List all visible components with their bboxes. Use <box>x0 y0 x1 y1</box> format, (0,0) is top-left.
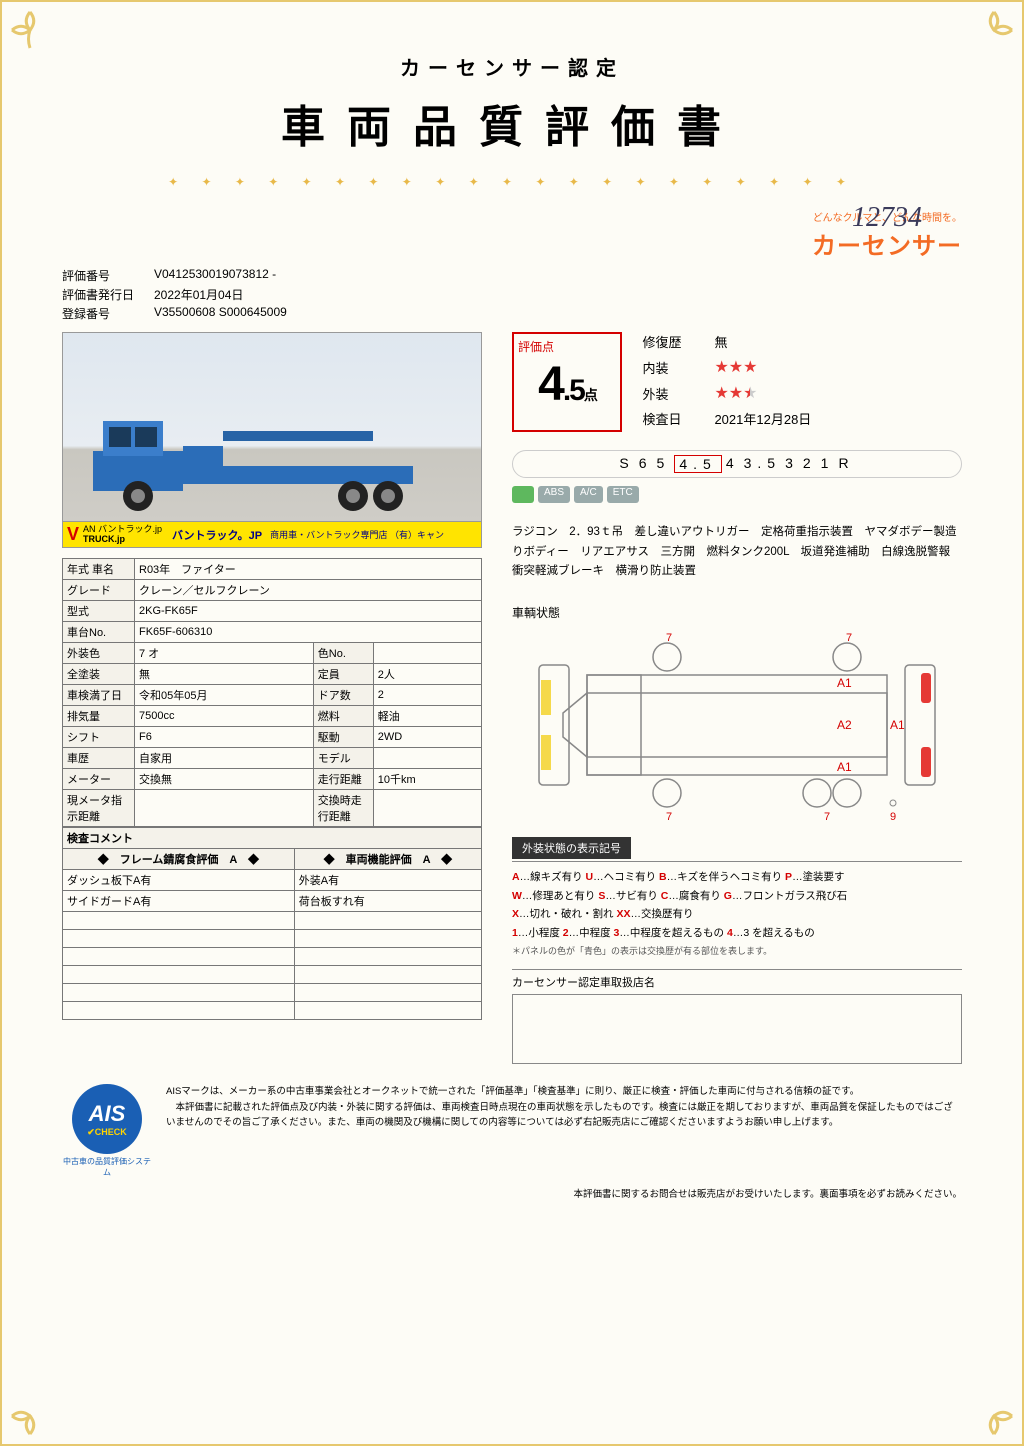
dealer-box <box>512 994 962 1064</box>
corner-ornament <box>974 10 1014 50</box>
certificate-subtitle: カーセンサー認定 <box>62 52 962 81</box>
feature-badges: ABSA/CETC <box>512 486 962 503</box>
spec-table: 年式 車名R03年 ファイターグレードクレーン／セルフクレーン型式2KG-FK6… <box>62 558 482 827</box>
ais-disclaimer: AISマークは、メーカー系の中古車事業会社とオークネットで統一された「評価基準」… <box>166 1084 962 1130</box>
ais-badge: AIS✔CHECK 中古車の品質評価システム <box>62 1084 152 1178</box>
vehicle-photo <box>62 332 482 522</box>
svg-text:A1: A1 <box>890 718 905 732</box>
vehicle-description: ラジコン 2．93ｔ吊 差し違いアウトリガー 定格荷重指示装置 ヤマダボデー製造… <box>512 523 962 582</box>
notes-table: 検査コメント ◆ フレーム錆腐食評価 A ◆◆ 車両機能評価 A ◆ ダッシュ板… <box>62 827 482 1020</box>
dealer-label: カーセンサー認定車取扱店名 <box>512 969 962 990</box>
legend-title: 外装状態の表示記号 <box>512 837 631 859</box>
diagram-label: 車輌状態 <box>512 604 962 621</box>
vehicle-diagram: 7 7 7 7 9 A1 A2 A1 A1 <box>512 625 962 825</box>
meta-block: 評価番号V0412530019073812 - 評価書発行日2022年01月04… <box>62 267 962 322</box>
legend: A…線キズ有り U…ヘコミ有り B…キズを伴うヘコミ有り P…塗装要すW…修理あ… <box>512 861 962 960</box>
score-box: 評価点 4.5点 <box>512 332 622 432</box>
handwritten-number: 12734 <box>852 202 922 234</box>
footnote: 本評価書に関するお問合せは販売店がお受けいたします。裏面事項を必ずお読みください… <box>62 1186 962 1200</box>
svg-text:A1: A1 <box>837 760 852 774</box>
photo-banner: V AN バントラック.jp TRUCK.jp バントラック。JP 商用車・バン… <box>62 522 482 548</box>
corner-ornament <box>974 1396 1014 1436</box>
svg-text:7: 7 <box>824 811 830 823</box>
svg-text:7: 7 <box>666 632 672 644</box>
certificate-title: 車両品質評価書 <box>62 91 962 155</box>
svg-text:7: 7 <box>666 811 672 823</box>
svg-text:9: 9 <box>890 811 896 823</box>
corner-ornament <box>10 10 50 50</box>
svg-text:A1: A1 <box>837 676 852 690</box>
svg-text:7: 7 <box>846 632 852 644</box>
svg-text:A2: A2 <box>837 718 852 732</box>
star-divider: ✦ ✦ ✦ ✦ ✦ ✦ ✦ ✦ ✦ ✦ ✦ ✦ ✦ ✦ ✦ ✦ ✦ ✦ ✦ ✦ … <box>62 175 962 189</box>
score-scale: S654.543.5321R <box>512 450 962 478</box>
score-details: 修復歴無内装★★★外装★★★検査日2021年12月28日 <box>642 332 811 434</box>
corner-ornament <box>10 1396 50 1436</box>
